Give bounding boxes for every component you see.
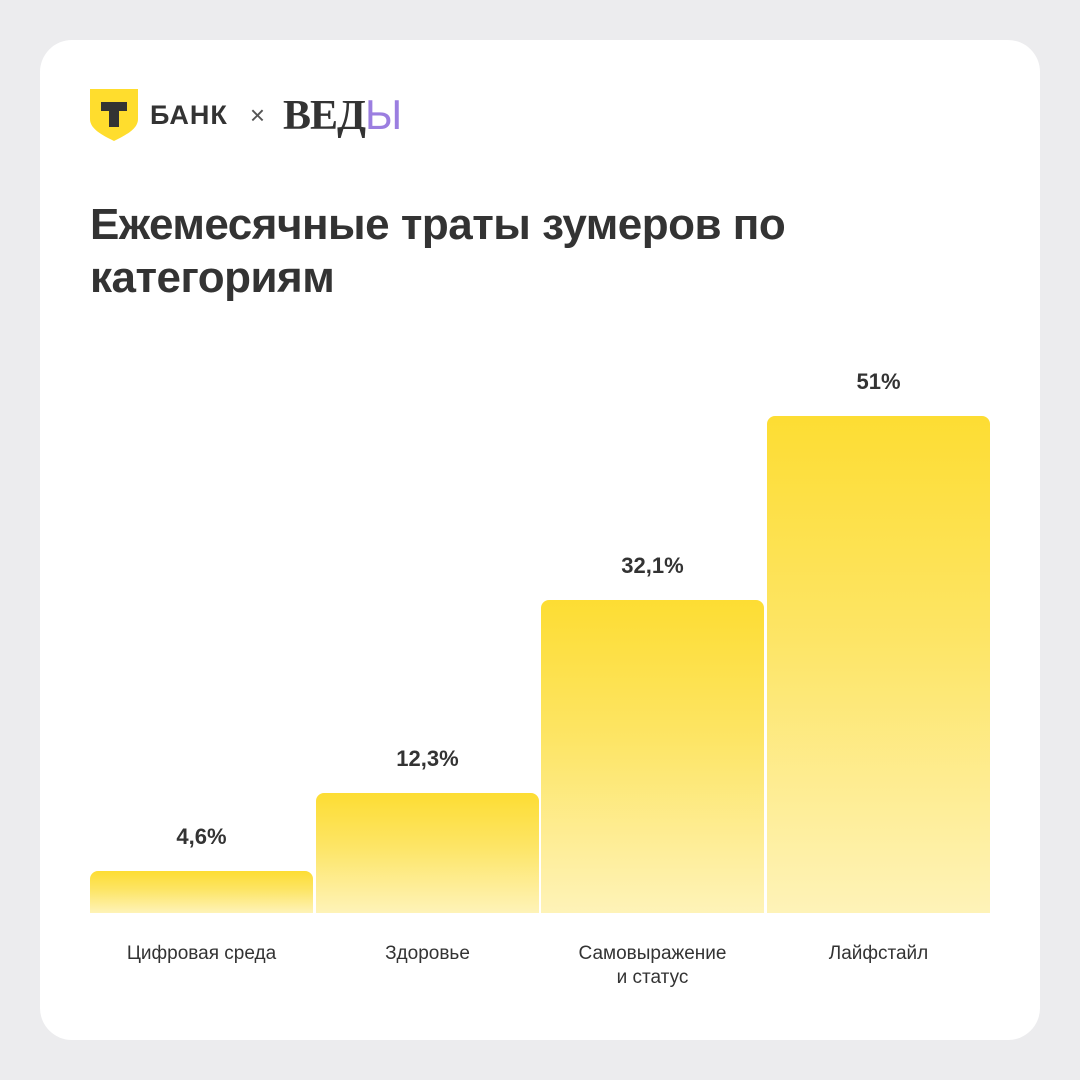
category-label: Лайфстайл	[828, 943, 929, 964]
category-label: Здоровье	[385, 943, 470, 964]
category-label: Самовыражение и статус	[541, 942, 764, 990]
collab-separator: ×	[249, 99, 266, 130]
category-label-line: и статус	[616, 967, 689, 988]
bar-value-label: 51%	[856, 369, 901, 394]
bar-value-label: 12,3%	[396, 746, 459, 771]
bar-digital	[90, 871, 313, 913]
bar-self-expression	[541, 600, 764, 913]
category-label: Цифровая среда	[126, 943, 277, 964]
vedomosti-logo-accent: Ы	[364, 90, 402, 138]
bar-value-label: 4,6%	[176, 824, 227, 849]
bar-health	[316, 793, 539, 913]
chart-title: Ежемесячные траты зумеров по категориям	[90, 200, 786, 302]
category-label-line: Самовыражение	[578, 943, 727, 964]
bar-lifestyle	[767, 416, 990, 913]
vedomosti-logo-dark: ВЕД	[283, 92, 366, 139]
tbank-wordmark: БАНК	[150, 99, 228, 130]
vedomosti-logo: ВЕДЫ	[283, 90, 402, 139]
logo-row: БАНК × ВЕДЫ	[90, 89, 402, 141]
bar-value-label: 32,1%	[621, 553, 684, 578]
tbank-shield-icon	[90, 89, 138, 141]
